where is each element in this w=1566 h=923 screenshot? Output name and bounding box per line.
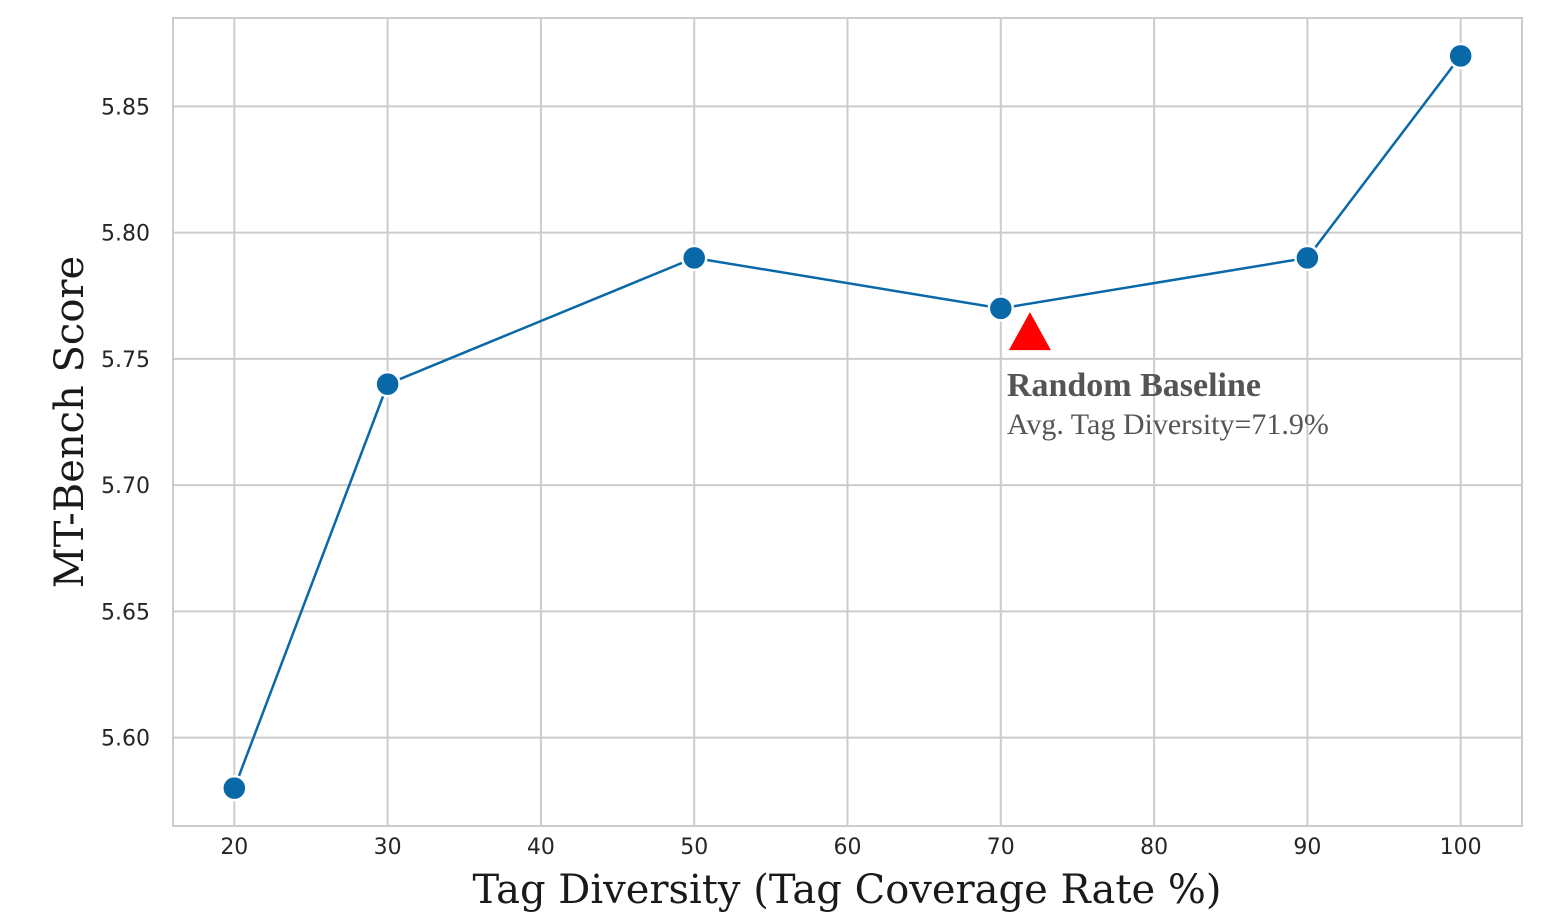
y-tick-label: 5.85	[101, 95, 150, 120]
baseline-sublabel: Avg. Tag Diversity=71.9%	[1007, 408, 1329, 441]
y-tick-label: 5.65	[101, 600, 150, 625]
y-tick-label: 5.75	[101, 348, 150, 373]
x-axis-title: Tag Diversity (Tag Coverage Rate %)	[473, 867, 1222, 913]
y-tick-label: 5.60	[101, 727, 150, 752]
annotation-layer: Random Baseline Avg. Tag Diversity=71.9%	[1007, 312, 1329, 441]
y-tick-label: 5.80	[101, 222, 150, 247]
plot-frame	[172, 17, 1523, 827]
x-axis-ticks: 20 30 40 50 60 70 80 90 100	[220, 835, 1481, 860]
data-point	[1447, 42, 1474, 70]
series-line	[233, 55, 1462, 789]
x-tick-label: 90	[1293, 835, 1321, 860]
x-tick-label: 100	[1440, 835, 1482, 860]
x-tick-label: 20	[220, 835, 248, 860]
x-tick-label: 40	[527, 835, 555, 860]
x-tick-label: 30	[374, 835, 402, 860]
x-tick-label: 50	[680, 835, 708, 860]
x-tick-label: 80	[1140, 835, 1168, 860]
data-point	[680, 244, 708, 272]
grid	[173, 18, 1522, 826]
data-point	[987, 295, 1015, 322]
x-tick-label: 60	[834, 835, 862, 860]
baseline-label: Random Baseline	[1007, 367, 1261, 404]
data-point	[374, 370, 401, 398]
baseline-marker-triangle	[1008, 312, 1051, 351]
y-tick-label: 5.70	[101, 474, 150, 499]
x-tick-label: 70	[987, 835, 1015, 860]
y-axis-ticks: 5.60 5.65 5.70 5.75 5.80 5.85	[101, 95, 150, 751]
data-point	[221, 774, 248, 802]
y-axis-title: MT-Bench Score	[47, 256, 93, 588]
series-layer	[221, 42, 1474, 802]
data-point	[1294, 244, 1321, 272]
